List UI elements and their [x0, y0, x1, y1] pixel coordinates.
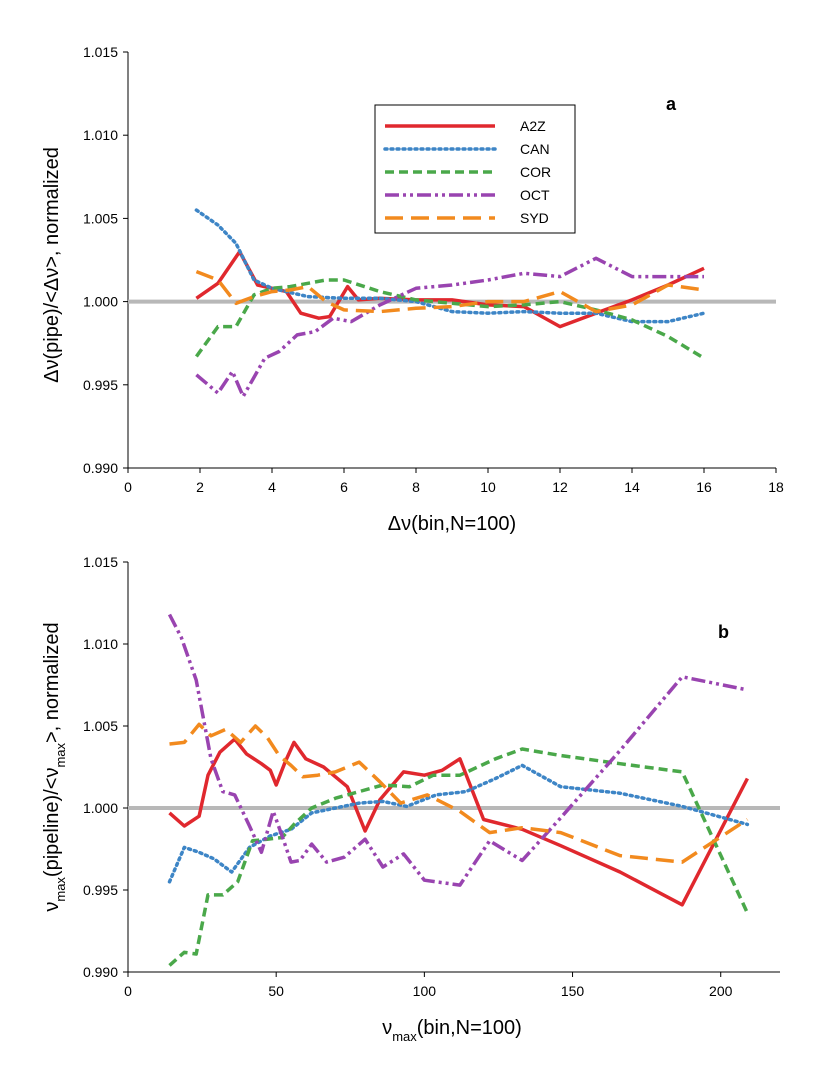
panel-a-label: a: [666, 94, 677, 114]
panel-b-series-cor: [168, 747, 749, 967]
panel-a-x-tick-label: 4: [268, 479, 276, 495]
panel-b-x-axis-label: νmax(bin,N=100): [382, 1017, 522, 1044]
panel-b-y-tick-label: 0.995: [83, 882, 118, 898]
panel-b-y-tick-label: 0.990: [83, 964, 118, 980]
panel-a-series: [194, 208, 706, 399]
panel-a-y-tick-label: 1.005: [83, 210, 118, 226]
panel-a-x-ticks: 0 2 4 6 8 10 12 14 16 18: [124, 468, 784, 495]
panel-a-x-tick-label: 14: [624, 479, 640, 495]
panel-b-y-tick-label: 1.000: [83, 800, 118, 816]
panel-b-label: b: [718, 622, 729, 642]
panel-a-y-tick-label: 1.000: [83, 294, 118, 310]
legend-label-can: CAN: [520, 141, 550, 157]
panel-a-x-tick-label: 8: [412, 479, 420, 495]
panel-b: 0 50 100 150 200 0.990 0.995 1.000 1.005 1.010 1.…: [41, 554, 780, 1044]
panel-a-y-tick-label: 0.995: [83, 377, 118, 393]
legend: A2Z CAN COR OCT SYD: [374, 104, 576, 234]
panel-a: 0 2 4 6 8 10 12 14 16 18 0.990 0.995 1.000 1.005 1.01…: [41, 44, 784, 535]
panel-a-x-tick-label: 6: [340, 479, 348, 495]
panel-b-y-ticks: 0.990 0.995 1.000 1.005 1.010 1.015: [83, 554, 128, 980]
panel-a-y-tick-label: 1.010: [83, 127, 118, 143]
panel-a-x-axis-label: Δν(bin,N=100): [388, 513, 516, 535]
panel-b-y-tick-label: 1.015: [83, 554, 118, 570]
panel-b-series-oct: [167, 613, 748, 887]
panel-a-x-tick-label: 12: [552, 479, 568, 495]
panel-a-y-axis-label: Δν(pipe)/<Δν>, normalized: [41, 147, 63, 383]
panel-a-y-tick-label: 0.990: [83, 460, 118, 476]
panel-b-series-syd: [169, 722, 749, 864]
panel-b-x-tick-label: 200: [709, 983, 733, 999]
legend-label-syd: SYD: [520, 210, 549, 226]
panel-b-x-tick-label: 100: [413, 983, 437, 999]
panel-a-x-tick-label: 10: [480, 479, 496, 495]
legend-label-oct: OCT: [520, 187, 550, 203]
panel-b-y-tick-label: 1.005: [83, 718, 118, 734]
panel-a-y-ticks: 0.990 0.995 1.000 1.005 1.010 1.015: [83, 44, 128, 476]
panel-b-series: [167, 613, 750, 967]
panel-a-series-oct: [195, 256, 704, 399]
panel-b-x-tick-label: 50: [268, 983, 284, 999]
legend-label-a2z: A2Z: [520, 118, 546, 134]
panel-a-y-tick-label: 1.015: [83, 44, 118, 60]
panel-b-y-axis-label: νmax(pipeline)/<νmax>, normalized: [41, 622, 68, 911]
panel-a-x-tick-label: 16: [696, 479, 712, 495]
panel-b-x-tick-label: 150: [561, 983, 585, 999]
panel-b-series-can: [167, 763, 750, 884]
panel-a-x-tick-label: 0: [124, 479, 132, 495]
panel-b-y-tick-label: 1.010: [83, 636, 118, 652]
panel-a-series-syd: [195, 269, 705, 314]
panel-b-x-ticks: 0 50 100 150 200: [124, 972, 733, 999]
panel-b-series-a2z: [168, 737, 749, 907]
legend-label-cor: COR: [520, 164, 551, 180]
panel-a-x-tick-label: 18: [768, 479, 784, 495]
panel-b-x-tick-label: 0: [124, 983, 132, 999]
panel-a-x-tick-label: 2: [196, 479, 204, 495]
